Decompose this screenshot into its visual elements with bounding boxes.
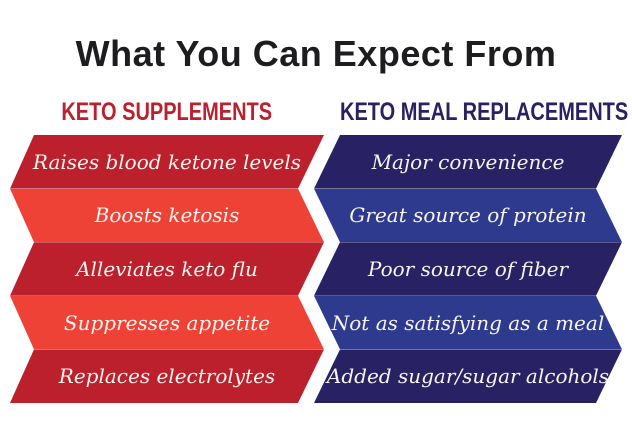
comparison-row-3: Alleviates keto flu Poor source of fiber xyxy=(0,242,632,296)
supplements-item-label: Boosts ketosis xyxy=(94,203,240,228)
column-headers: KETO SUPPLEMENTS KETO MEAL REPLACEMENTS xyxy=(0,98,632,126)
supplements-item-label: Alleviates keto flu xyxy=(76,256,258,281)
comparison-row-4: Suppresses appetite Not as satisfying as… xyxy=(0,295,632,350)
comparison-row-2: Boosts ketosis Great source of protein xyxy=(0,188,632,243)
supplements-item-label: Replaces electrolytes xyxy=(58,364,276,389)
right-column-header-label: KETO MEAL REPLACEMENTS xyxy=(340,98,629,126)
meal-replacements-item-label: Poor source of fiber xyxy=(367,256,569,281)
comparison-row-1: Raises blood ketone levels Major conveni… xyxy=(0,135,632,189)
left-column-header: KETO SUPPLEMENTS xyxy=(0,98,334,126)
page-title: What You Can Expect From xyxy=(75,33,557,74)
meal-replacements-item-label: Great source of protein xyxy=(349,203,587,228)
supplements-arrow-band-5: Replaces electrolytes xyxy=(10,349,324,403)
meal-replacements-arrow-band-1: Major convenience xyxy=(314,135,622,189)
right-column-header: KETO MEAL REPLACEMENTS xyxy=(304,98,632,126)
meal-replacements-arrow-band-5: Added sugar/sugar alcohols xyxy=(314,349,622,403)
supplements-arrow-band-2: Boosts ketosis xyxy=(10,188,324,243)
meal-replacements-item-label: Not as satisfying as a meal xyxy=(331,310,605,335)
supplements-arrow-band-4: Suppresses appetite xyxy=(10,295,324,350)
supplements-item-label: Suppresses appetite xyxy=(63,310,271,335)
meal-replacements-item-label: Added sugar/sugar alcohols xyxy=(326,364,610,389)
supplements-arrow-band-3: Alleviates keto flu xyxy=(10,242,324,296)
comparison-rows: Raises blood ketone levels Major conveni… xyxy=(0,135,632,403)
left-column-header-label: KETO SUPPLEMENTS xyxy=(61,98,273,126)
meal-replacements-arrow-band-2: Great source of protein xyxy=(314,188,622,243)
supplements-item-label: Raises blood ketone levels xyxy=(32,149,302,174)
supplements-arrow-band-1: Raises blood ketone levels xyxy=(10,135,324,189)
comparison-row-5: Replaces electrolytes Added sugar/sugar … xyxy=(0,349,632,403)
meal-replacements-item-label: Major convenience xyxy=(371,149,565,174)
meal-replacements-arrow-band-3: Poor source of fiber xyxy=(314,242,622,296)
meal-replacements-arrow-band-4: Not as satisfying as a meal xyxy=(314,295,622,350)
